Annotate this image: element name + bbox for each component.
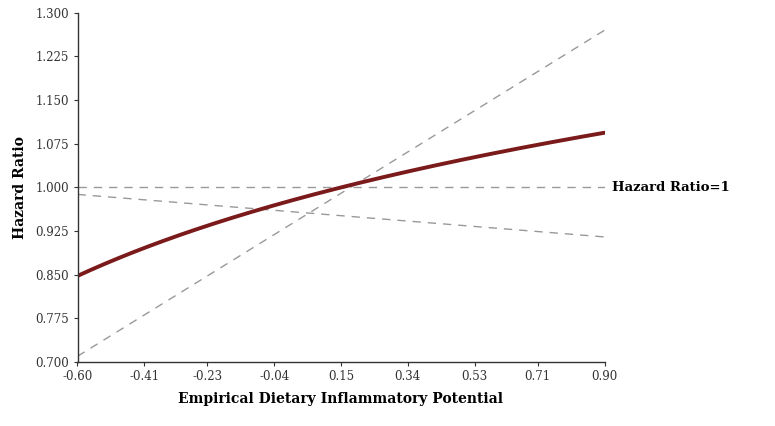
Y-axis label: Hazard Ratio: Hazard Ratio bbox=[13, 136, 27, 239]
X-axis label: Empirical Dietary Inflammatory Potential: Empirical Dietary Inflammatory Potential bbox=[178, 392, 504, 406]
Text: Hazard Ratio=1: Hazard Ratio=1 bbox=[611, 181, 729, 194]
